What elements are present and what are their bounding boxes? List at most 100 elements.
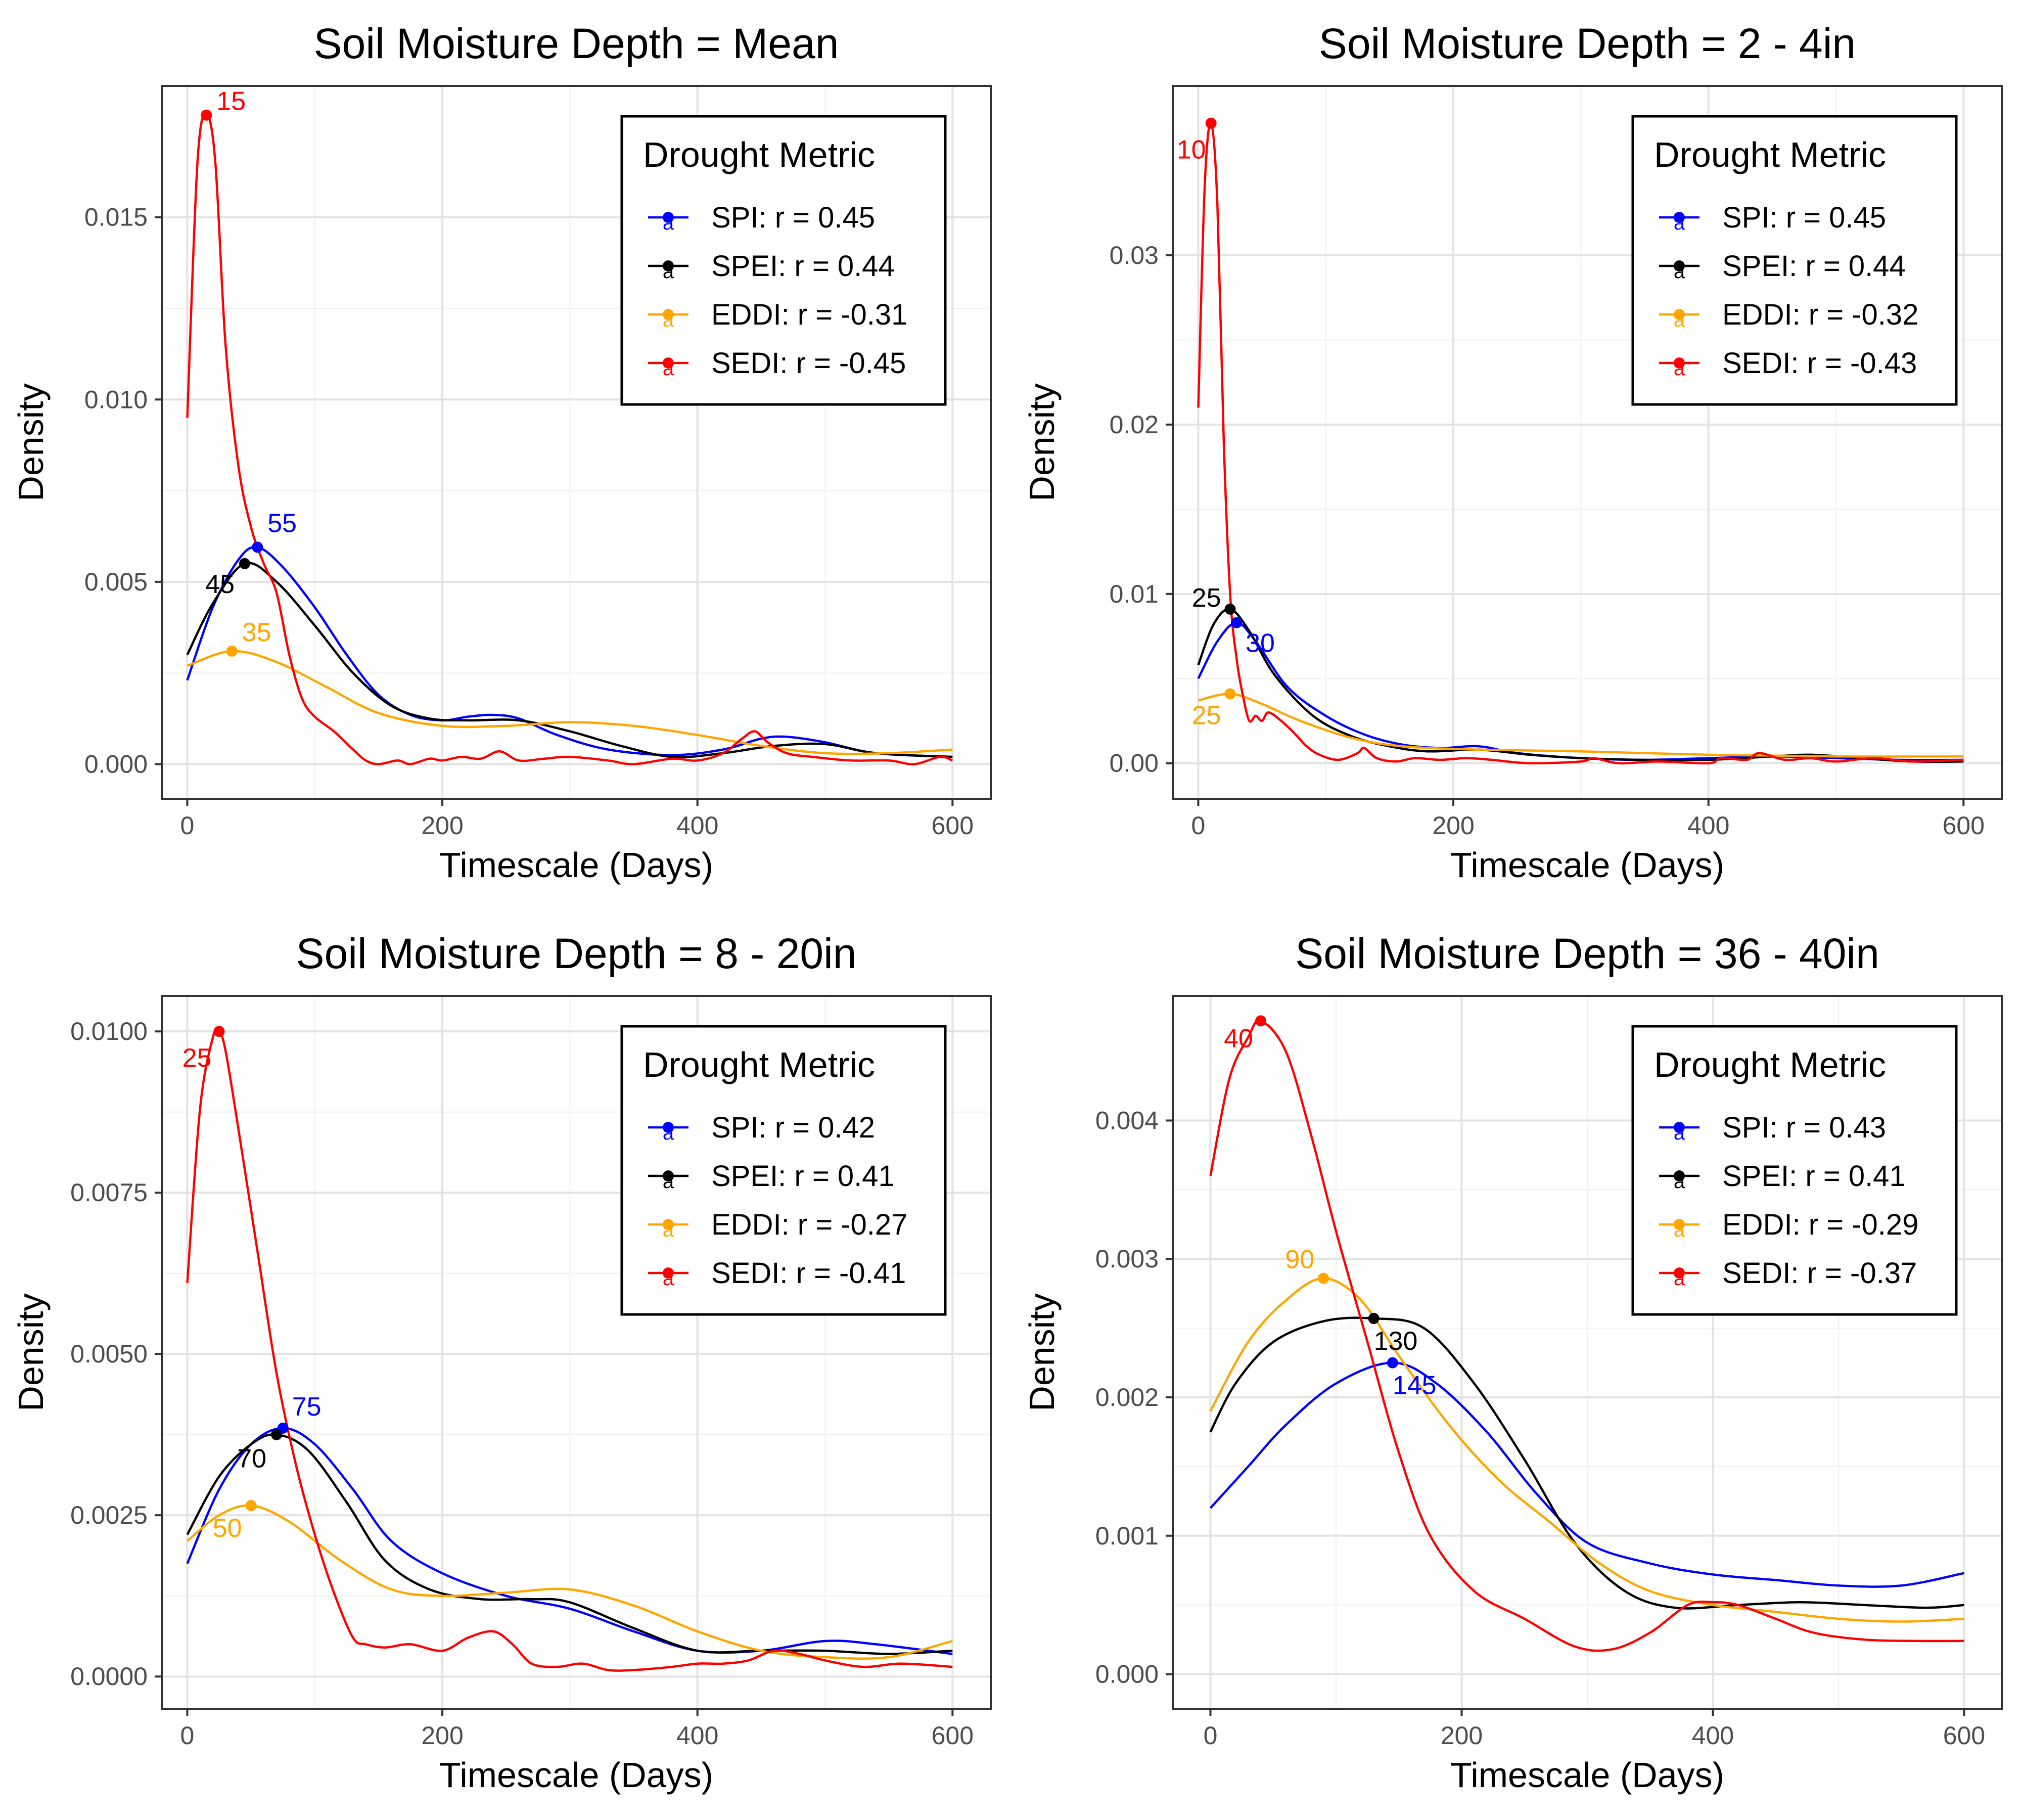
legend-key-point [1674,309,1685,320]
legend-entry-spi: SPI: r = 0.45 [1722,201,1886,234]
peak-label-sedi: 15 [216,87,246,116]
peak-label-spi: 145 [1393,1371,1437,1400]
legend-key-glyph: a [663,309,674,331]
peak-label-eddi: 50 [213,1514,242,1543]
y-tick-label: 0.005 [84,568,148,596]
panel-2: 30 25 25 10 0 200 400 600 0.00 0.01 0.02 0.03 Soil M… [1022,20,2003,885]
legend-entry-spei: SPEI: r = 0.44 [711,250,895,283]
y-tick-label: 0.010 [84,385,148,414]
legend-key-point [1674,1267,1685,1279]
panel-title: Soil Moisture Depth = 36 - 40in [1295,930,1879,977]
series-line-eddi [1209,1277,1964,1623]
legend-key-glyph: a [1674,260,1685,283]
legend: Drought Metric a SPI: r = 0.43 a SPEI: r = 0… [1631,1025,1958,1316]
peak-label-sedi: 10 [1177,135,1206,165]
legend-entry-sedi: SEDI: r = -0.37 [1722,1257,1917,1290]
legend-key-point [1674,1219,1685,1230]
legend-key-point [663,309,674,320]
peak-point-spi [1387,1357,1398,1369]
series-line-spei [186,562,953,758]
legend-box [620,1025,947,1316]
legend-key-point [1674,260,1685,271]
legend-key-glyph: a [1674,1219,1685,1241]
x-tick-label: 400 [676,811,718,840]
y-tick-label: 0.000 [1095,1660,1159,1689]
legend-entry-sedi: SEDI: r = -0.41 [711,1257,906,1290]
panel-border [161,995,992,1710]
peak-point-eddi [1318,1272,1329,1284]
x-tick-label: 200 [1441,1721,1483,1750]
x-tick-label: 600 [932,811,974,840]
legend-box [1631,1025,1958,1316]
panel-border [161,85,992,800]
peak-label-spei: 130 [1374,1327,1418,1356]
x-tick-label: 400 [1687,811,1729,840]
peak-point-spi [252,541,263,553]
legend-entry-eddi: EDDI: r = -0.29 [1722,1208,1918,1241]
peak-point-eddi [226,645,238,657]
legend-entry-spei: SPEI: r = 0.41 [1722,1160,1906,1193]
x-tick-label: 400 [676,1721,718,1750]
peak-point-spei [1224,603,1236,615]
legend: Drought Metric a SPI: r = 0.45 a SPEI: r = 0… [1631,115,1958,406]
x-tick-label: 600 [1943,811,1985,840]
legend-key-glyph: a [663,260,674,283]
legend-key-glyph: a [1674,1267,1685,1290]
legend-key-glyph: a [663,1219,674,1241]
legend-title: Drought Metric [643,1045,875,1084]
peak-label-spei: 25 [1192,583,1221,613]
legend-key-glyph: a [663,357,674,380]
peak-label-spi: 30 [1246,629,1275,658]
legend-key-glyph: a [663,1170,674,1193]
y-axis-label: Density [1022,1293,1062,1411]
peak-label-eddi: 25 [1192,701,1221,730]
series-line-sedi [186,1028,953,1672]
legend-entry-eddi: EDDI: r = -0.27 [711,1208,907,1241]
legend-key-glyph: a [663,1267,674,1290]
panel-3: 75 70 50 25 0 200 400 600 0.0000 0.0025 0.0050 0.00… [11,930,992,1795]
x-tick-label: 0 [180,811,195,840]
peak-point-spei [271,1429,283,1440]
legend-entry-spi: SPI: r = 0.45 [711,201,875,234]
peak-point-eddi [1224,688,1236,700]
panel-border [1172,995,2003,1710]
peak-point-sedi [201,109,212,121]
y-tick-label: 0.02 [1110,411,1159,439]
x-tick-label: 600 [932,1721,974,1750]
legend-key-glyph: a [1674,309,1685,331]
legend-entry-spei: SPEI: r = 0.41 [711,1160,895,1193]
y-axis-label: Density [11,1293,51,1411]
x-tick-label: 200 [1432,811,1474,840]
panel-title: Soil Moisture Depth = Mean [314,20,839,67]
y-tick-label: 0.0025 [70,1501,148,1529]
y-tick-label: 0.0100 [70,1017,148,1045]
x-axis-label: Timescale (Days) [439,1755,713,1795]
legend: Drought Metric a SPI: r = 0.42 a SPEI: r = 0… [620,1025,947,1316]
peak-label-sedi: 40 [1224,1024,1253,1053]
legend-entry-eddi: EDDI: r = -0.32 [1722,298,1918,331]
legend-entry-spi: SPI: r = 0.42 [711,1111,875,1144]
y-tick-label: 0.01 [1110,580,1159,608]
y-tick-label: 0.002 [1095,1383,1159,1412]
legend-title: Drought Metric [1654,135,1886,174]
peak-point-eddi [245,1500,257,1512]
legend-title: Drought Metric [1654,1045,1886,1084]
y-tick-label: 0.000 [84,750,148,778]
x-tick-label: 200 [421,1721,463,1750]
legend-entry-sedi: SEDI: r = -0.45 [711,347,906,380]
x-tick-label: 600 [1943,1721,1985,1750]
series-line-sedi [1209,1019,1964,1652]
legend-key-point [663,357,674,369]
y-tick-label: 0.004 [1095,1106,1159,1134]
legend-key-point [663,1219,674,1230]
y-axis-label: Density [11,383,51,501]
y-tick-label: 0.03 [1110,241,1159,269]
legend-key-point [663,1122,674,1133]
panel-title: Soil Moisture Depth = 2 - 4in [1319,20,1856,67]
series-line-spei [1209,1316,1964,1610]
legend: Drought Metric a SPI: r = 0.45 a SPEI: r = 0… [620,115,947,406]
series-line-spei [1197,608,1964,763]
legend-key-glyph: a [1674,1170,1685,1193]
